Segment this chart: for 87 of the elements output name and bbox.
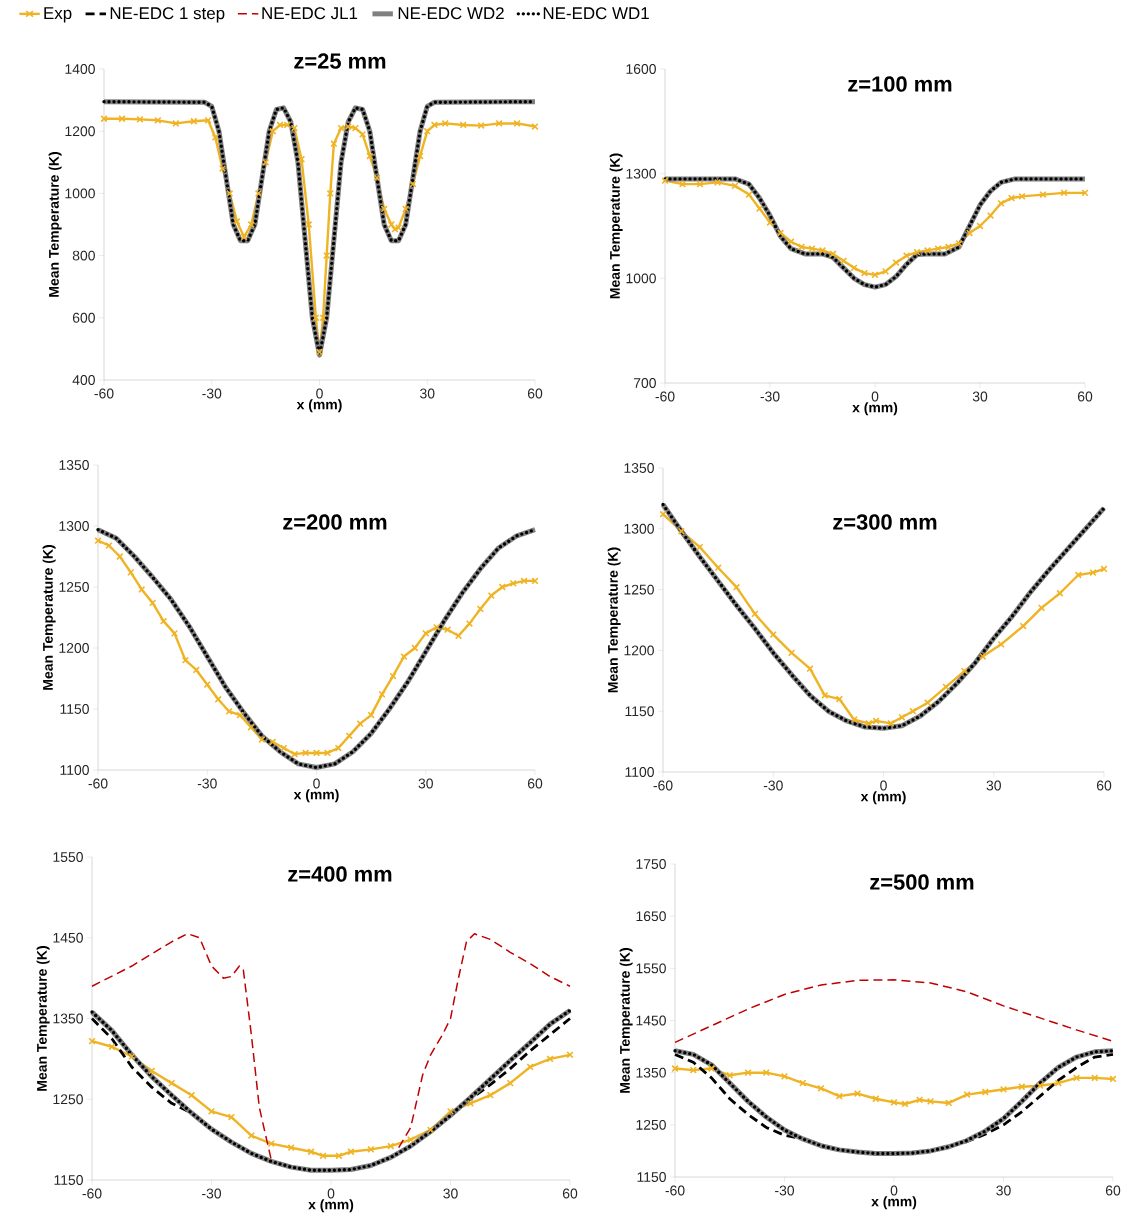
x-tick-label: -30 — [202, 388, 222, 399]
x-tick-label: 0 — [890, 1185, 898, 1196]
x-tick-label: 30 — [418, 778, 433, 789]
legend-label: NE-EDC 1 step — [110, 7, 225, 23]
y-tick-label: 1150 — [637, 1172, 666, 1182]
y-tick-label: 1150 — [54, 1175, 83, 1185]
y-tick-label: 1350 — [53, 1013, 83, 1024]
y-tick-label: 1350 — [636, 1067, 666, 1078]
x-tick-label: -60 — [94, 388, 114, 399]
chart-title: z=25 mm — [294, 53, 386, 69]
y-tick-label: 1350 — [59, 460, 89, 470]
y-tick-label: 1550 — [636, 963, 666, 974]
y-tick-label: 1100 — [60, 765, 89, 775]
y-tick-label: 1200 — [624, 645, 654, 656]
y-tick-label: 1250 — [53, 1094, 83, 1105]
x-tick-label: -30 — [763, 780, 783, 791]
x-tick-label: -30 — [775, 1185, 795, 1196]
y-tick-label: 1650 — [636, 911, 666, 922]
y-tick-label: 1550 — [53, 852, 83, 862]
x-tick-label: -30 — [202, 1188, 222, 1199]
y-tick-label: 1600 — [626, 64, 656, 74]
x-tick-label: 30 — [972, 391, 988, 402]
y-tick-label: 1300 — [626, 168, 656, 179]
y-tick-label: 1000 — [626, 273, 656, 284]
x-tick-label: 60 — [527, 388, 543, 399]
y-axis-title: Mean Temperature (K) — [619, 948, 633, 1093]
x-tick-label: -30 — [760, 391, 780, 402]
x-tick-label: 0 — [316, 388, 323, 399]
y-tick-label: 1100 — [625, 767, 654, 777]
x-tick-label: 30 — [986, 780, 1001, 791]
y-tick-label: 1450 — [636, 1015, 666, 1026]
y-tick-label: 1750 — [636, 859, 666, 869]
y-axis-title: Mean Temperature (K) — [36, 946, 50, 1091]
y-axis-title: Mean Temperature (K) — [609, 153, 623, 299]
x-axis-title: x (mm) — [293, 789, 339, 803]
x-tick-label: 60 — [527, 778, 543, 789]
y-tick-label: 1250 — [636, 1119, 666, 1130]
x-tick-label: -60 — [653, 780, 673, 791]
y-tick-label: 1250 — [624, 584, 654, 595]
x-tick-label: 60 — [1077, 391, 1093, 402]
chart-title: z=400 mm — [288, 866, 392, 882]
y-tick-label: 1300 — [624, 523, 654, 534]
y-axis-title: Mean Temperature (K) — [42, 545, 56, 690]
y-tick-label: 1300 — [59, 521, 89, 531]
legend-label: NE-EDC JL1 — [262, 7, 358, 20]
y-tick-label: 1400 — [65, 64, 95, 74]
x-tick-label: 0 — [313, 778, 320, 789]
text: z=300 mm — [833, 514, 937, 530]
x-tick-label: -60 — [655, 391, 675, 402]
x-axis-title: x (mm) — [296, 399, 342, 413]
x-tick-label: 60 — [562, 1188, 578, 1199]
x-axis-title: x (mm) — [852, 402, 898, 416]
x-tick-label: 0 — [871, 391, 879, 402]
x-tick-label: -60 — [82, 1188, 102, 1199]
y-tick-label: 600 — [72, 312, 95, 323]
y-tick-label: 1150 — [60, 704, 89, 714]
x-axis-title: x (mm) — [871, 1196, 917, 1210]
chart-title: z=100 mm — [848, 76, 952, 92]
y-axis-title: Mean Temperature (K) — [48, 152, 62, 297]
x-tick-label: 30 — [443, 1188, 458, 1199]
x-axis-title: x (mm) — [308, 1199, 354, 1213]
y-tick-label: 1200 — [65, 126, 95, 137]
legend-label: NE-EDC WD2 — [398, 7, 504, 20]
y-tick-label: 400 — [72, 375, 95, 385]
legend-label: NE-EDC WD1 — [543, 7, 649, 20]
y-tick-label: 1350 — [624, 463, 654, 473]
x-tick-label: -60 — [665, 1185, 685, 1196]
x-tick-label: 30 — [420, 388, 435, 399]
x-tick-label: 60 — [1105, 1185, 1121, 1196]
x-axis-title: x (mm) — [860, 791, 906, 805]
chart-title: z=500 mm — [870, 874, 974, 890]
y-tick-label: 1450 — [53, 932, 83, 943]
x-tick-label: 30 — [996, 1185, 1011, 1196]
x-tick-label: -60 — [88, 778, 108, 789]
x-tick-label: -30 — [197, 778, 217, 789]
text: z=200 mm — [283, 514, 387, 530]
legend-label: Exp — [44, 7, 72, 23]
y-tick-label: 800 — [72, 250, 95, 261]
x-tick-label: 0 — [327, 1188, 335, 1199]
y-axis-title: Mean Temperature (K) — [607, 547, 621, 693]
y-tick-label: 700 — [633, 378, 656, 388]
y-tick-label: 1250 — [59, 582, 89, 592]
x-tick-label: 60 — [1096, 780, 1112, 791]
x-tick-label: 0 — [880, 780, 887, 791]
y-tick-label: 1150 — [625, 706, 654, 717]
y-tick-label: 1000 — [65, 188, 95, 199]
y-tick-label: 1200 — [59, 643, 89, 653]
